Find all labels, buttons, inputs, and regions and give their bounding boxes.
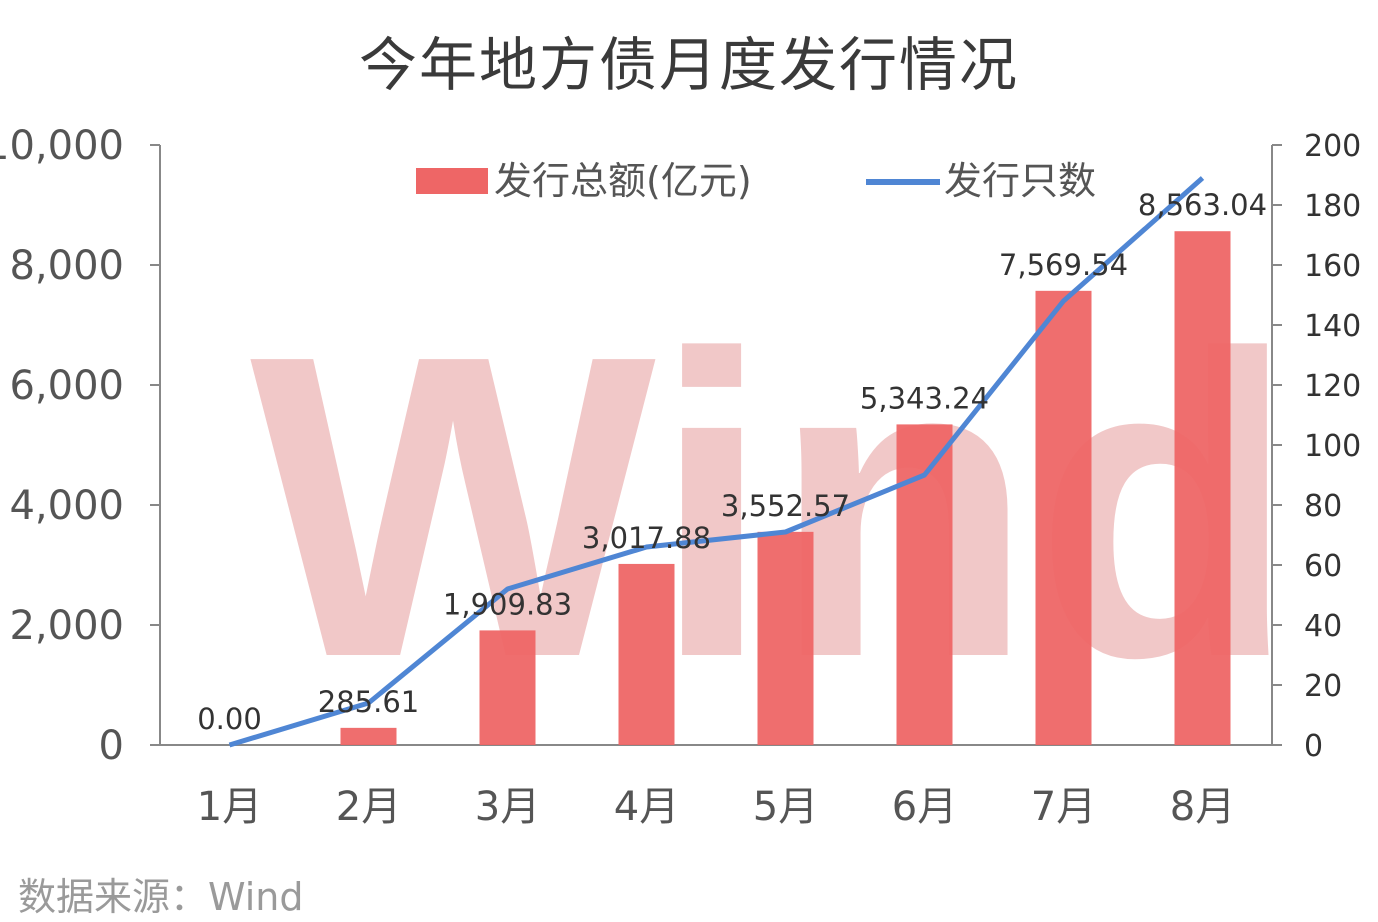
legend-label-line: 发行只数 xyxy=(944,159,1096,203)
x-tick-label: 3月 xyxy=(475,784,540,830)
bar xyxy=(757,531,814,745)
bar-data-label: 285.61 xyxy=(318,685,419,719)
bars xyxy=(340,231,1231,746)
bar-data-label: 7,569.54 xyxy=(999,248,1128,282)
y-right-tick-label: 180 xyxy=(1304,189,1361,224)
bar-data-label: 1,909.83 xyxy=(443,587,572,621)
y-left-tick-label: 0 xyxy=(99,723,124,769)
x-tick-label: 8月 xyxy=(1170,784,1235,830)
axes: 0 2,000 4,000 6,000 8,000 10,000 0 20 40 60 80 100 1… xyxy=(0,123,1361,830)
chart-title: 今年地方债月度发行情况 xyxy=(358,31,1019,99)
data-labels: 0.00 285.61 1,909.83 3,017.88 3,552.57 5,343.… xyxy=(197,188,1267,736)
line-series xyxy=(228,176,1205,748)
legend: 发行总额(亿元) 发行只数 xyxy=(416,159,1096,203)
y-right-tick-label: 0 xyxy=(1304,729,1323,764)
y-right-tick-label: 80 xyxy=(1304,489,1342,524)
bar xyxy=(896,424,953,745)
y-left-tick-label: 4,000 xyxy=(9,483,124,529)
y-right-tick-label: 60 xyxy=(1304,549,1342,584)
x-tick-label: 6月 xyxy=(892,784,957,830)
bar-data-label: 3,552.57 xyxy=(721,489,850,523)
y-right-tick-label: 140 xyxy=(1304,309,1361,344)
bar xyxy=(479,630,536,745)
y-right-tick-label: 40 xyxy=(1304,609,1342,644)
bar-data-label: 0.00 xyxy=(197,702,262,736)
y-right-tick-label: 200 xyxy=(1304,129,1361,164)
legend-label-bar: 发行总额(亿元) xyxy=(494,159,752,203)
bar xyxy=(1035,290,1092,745)
bar-data-label: 3,017.88 xyxy=(582,521,711,555)
y-right-tick-label: 100 xyxy=(1304,429,1361,464)
y-left-tick-label: 10,000 xyxy=(0,123,124,169)
y-left-tick-label: 8,000 xyxy=(9,243,124,289)
source-note: 数据来源：Wind xyxy=(18,875,304,919)
bar xyxy=(1174,231,1231,746)
y-left-tick-label: 2,000 xyxy=(9,603,124,649)
bar-data-label: 8,563.04 xyxy=(1138,188,1267,222)
x-tick-label: 5月 xyxy=(753,784,818,830)
y-left-tick-label: 6,000 xyxy=(9,363,124,409)
bar xyxy=(618,563,675,745)
x-tick-label: 2月 xyxy=(336,784,401,830)
y-right-tick-label: 120 xyxy=(1304,369,1361,404)
x-tick-label: 7月 xyxy=(1031,784,1096,830)
y-right-tick-label: 160 xyxy=(1304,249,1361,284)
x-tick-label: 4月 xyxy=(614,784,679,830)
bar xyxy=(340,727,397,745)
y-right-tick-label: 20 xyxy=(1304,669,1342,704)
x-tick-label: 1月 xyxy=(197,784,262,830)
series-line xyxy=(228,176,1205,748)
bar-data-label: 5,343.24 xyxy=(860,381,989,415)
legend-swatch-bar xyxy=(416,168,488,194)
